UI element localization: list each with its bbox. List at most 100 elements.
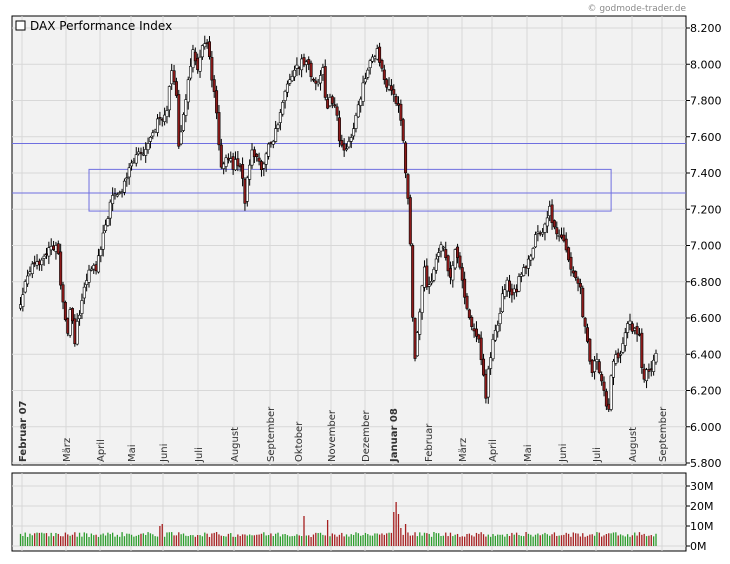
- candle-body: [120, 191, 124, 193]
- candle-body: [340, 140, 344, 146]
- chart-title: DAX Performance Index: [30, 19, 172, 33]
- candle-body: [167, 86, 171, 111]
- candle-body: [522, 267, 526, 276]
- candle-body: [54, 245, 58, 252]
- candle-body: [73, 318, 77, 345]
- candle-body: [278, 112, 282, 123]
- candle-body: [451, 265, 455, 281]
- candle-body: [399, 103, 403, 121]
- candle-body: [389, 85, 393, 91]
- candle-body: [489, 357, 493, 369]
- candle-body: [427, 284, 431, 287]
- candle-body: [224, 157, 228, 167]
- month-label: Mai: [523, 444, 534, 462]
- candle-body: [163, 114, 167, 122]
- candle-body: [146, 143, 150, 151]
- candle-body: [215, 90, 219, 114]
- candle-body: [512, 288, 516, 293]
- candle-body: [191, 49, 195, 69]
- candle-body: [581, 287, 585, 318]
- candlestick-series: [18, 35, 658, 412]
- candle-body: [595, 359, 599, 362]
- candle-body: [333, 104, 337, 107]
- candle-body: [463, 278, 467, 298]
- candle-body: [458, 255, 462, 268]
- candle-body: [505, 279, 509, 292]
- candle-body: [578, 282, 582, 288]
- candle-body: [96, 255, 100, 273]
- candle-body: [297, 67, 301, 69]
- price-tick-label: 6.400: [690, 348, 722, 361]
- candle-body: [477, 334, 481, 340]
- candle-body: [269, 142, 273, 144]
- candle-body: [557, 235, 561, 237]
- month-label: März: [62, 438, 73, 462]
- candle-body: [425, 265, 429, 288]
- price-tick-label: 6.800: [690, 276, 722, 289]
- support-zone-box: [88, 168, 612, 212]
- candle-body: [108, 201, 112, 219]
- month-label: April: [488, 439, 499, 462]
- candle-body: [68, 309, 72, 336]
- candle-body: [200, 45, 204, 58]
- candle-body: [92, 265, 96, 270]
- candle-body: [448, 268, 452, 278]
- candle-body: [545, 217, 549, 227]
- volume-tick-label: 10M: [690, 520, 714, 533]
- price-tick-label: 8.000: [690, 58, 722, 71]
- candle-body: [536, 231, 540, 234]
- candle-body: [165, 110, 169, 117]
- candle-body: [415, 332, 419, 357]
- candle-body: [267, 143, 271, 157]
- candle-body: [63, 302, 67, 320]
- candle-body: [170, 70, 174, 85]
- candle-body: [18, 304, 22, 309]
- candle-body: [302, 57, 306, 66]
- volume-tick-label: 20M: [690, 500, 714, 513]
- candle-body: [470, 316, 474, 327]
- candle-body: [564, 238, 568, 251]
- candle-body: [111, 195, 115, 204]
- price-panel: [11, 15, 687, 466]
- price-tick-label: 7.600: [690, 131, 722, 144]
- candle-body: [529, 255, 533, 261]
- price-tick-label: 7.400: [690, 167, 722, 180]
- price-tick-label: 7.000: [690, 240, 722, 253]
- candle-body: [193, 51, 197, 62]
- volume-axis: 30M 20M 10M 0M: [686, 480, 714, 553]
- candle-body: [628, 320, 632, 325]
- candle-body: [335, 106, 339, 116]
- candle-body: [283, 91, 287, 101]
- candle-body: [94, 264, 98, 272]
- candle-body: [118, 192, 122, 194]
- candle-body: [378, 46, 382, 63]
- price-tick-label: 7.800: [690, 95, 722, 108]
- candle-body: [583, 317, 587, 327]
- candle-body: [212, 79, 216, 92]
- candle-body: [281, 102, 285, 115]
- candle-body: [467, 309, 471, 318]
- candle-body: [446, 255, 450, 272]
- candle-body: [319, 75, 323, 84]
- candle-body: [347, 141, 351, 148]
- candle-body: [238, 165, 242, 168]
- candle-body: [243, 178, 247, 204]
- candle-body: [295, 64, 299, 69]
- candle-body: [380, 60, 384, 69]
- month-label: Juli: [592, 447, 603, 463]
- source-credit: © godmode-trader.de: [587, 4, 686, 14]
- candle-body: [602, 381, 606, 391]
- candle-body: [264, 153, 268, 165]
- candle-body: [153, 129, 157, 133]
- candle-body: [241, 164, 245, 179]
- candle-body: [184, 99, 188, 116]
- candle-body: [418, 311, 422, 335]
- candle-body: [616, 352, 620, 359]
- candle-body: [40, 259, 44, 266]
- candle-body: [274, 128, 278, 142]
- candle-body: [654, 353, 658, 363]
- candle-body: [515, 289, 519, 293]
- candle-body: [314, 80, 318, 84]
- candle-body: [85, 280, 89, 285]
- candle-body: [288, 79, 292, 84]
